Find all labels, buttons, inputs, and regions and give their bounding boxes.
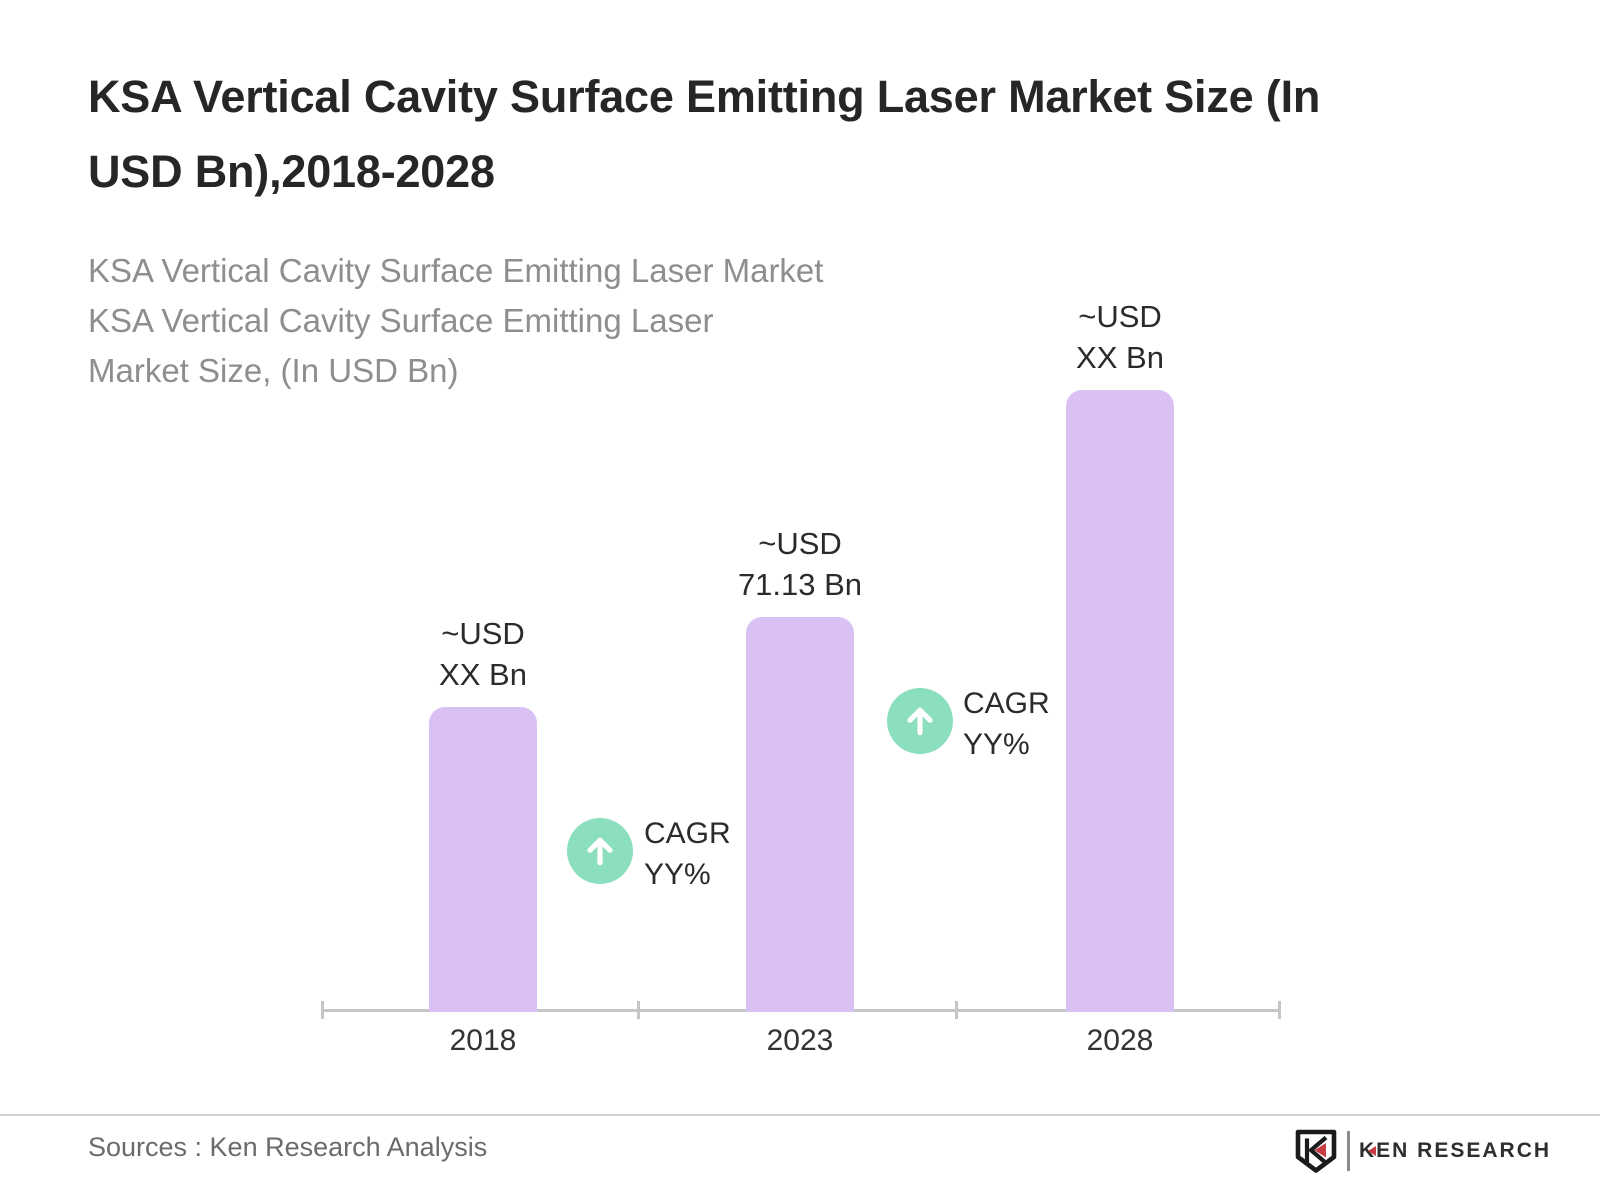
logo-rest-letters: EN RESEARCH (1376, 1139, 1552, 1162)
subtitle-line-2: KSA Vertical Cavity Surface Emitting Las… (88, 302, 714, 340)
title-line-2: USD Bn),2018-2028 (88, 145, 495, 197)
page-title: KSA Vertical Cavity Surface Emitting Las… (88, 60, 1528, 209)
cagr-label: CAGR (644, 817, 731, 850)
logo-red-triangle-icon (1368, 1146, 1377, 1156)
x-axis-tick (637, 1001, 640, 1019)
bar-value-line: XX Bn (1076, 340, 1164, 375)
cagr-annotation-2: CAGR YY% (963, 683, 1050, 765)
logo-divider (1347, 1131, 1350, 1171)
bar-2018 (429, 707, 537, 1012)
cagr-value: YY% (963, 728, 1030, 761)
ken-research-logo: K EN RESEARCH (1293, 1128, 1551, 1174)
subtitle-line-1: KSA Vertical Cavity Surface Emitting Las… (88, 252, 824, 289)
cagr-badge-1 (567, 818, 633, 884)
x-axis-label-2018: 2018 (449, 1024, 517, 1057)
shield-k-logo-icon (1295, 1129, 1337, 1173)
footer-divider (0, 1114, 1600, 1116)
cagr-label: CAGR (963, 687, 1050, 720)
logo-wordmark: K EN RESEARCH (1359, 1139, 1551, 1163)
bar-value-label-2018: ~USD XX Bn (363, 613, 603, 695)
bar-2023 (746, 617, 854, 1012)
x-axis-tick (321, 1001, 324, 1019)
x-axis-tick (1278, 1001, 1281, 1019)
subtitle-line-3: Market Size, (In USD Bn) (88, 352, 459, 390)
x-axis-tick (955, 1001, 958, 1019)
cagr-value: YY% (644, 858, 711, 891)
title-line-1: KSA Vertical Cavity Surface Emitting Las… (88, 71, 1321, 122)
bar-value-label-2028: ~USD XX Bn (1000, 296, 1240, 378)
bar-value-line: ~USD (1078, 299, 1162, 334)
bar-value-line: 71.13 Bn (737, 567, 863, 602)
x-axis-label-2023: 2023 (766, 1024, 834, 1057)
chart-subtitle: KSA Vertical Cavity Surface Emitting Las… (88, 246, 1188, 396)
up-arrow-icon (587, 837, 613, 866)
cagr-badge-2 (887, 688, 953, 754)
x-axis-label-2028: 2028 (1086, 1024, 1154, 1057)
cagr-annotation-1: CAGR YY% (644, 813, 731, 895)
bar-value-line: ~USD (758, 526, 842, 561)
sources-note: Sources : Ken Research Analysis (88, 1132, 488, 1162)
bar-2028 (1066, 390, 1174, 1012)
logo-k-letter: K (1359, 1139, 1377, 1162)
bar-value-line: XX Bn (439, 657, 527, 692)
bar-value-line: ~USD (441, 616, 525, 651)
up-arrow-icon (907, 707, 933, 736)
bar-value-label-2023: ~USD 71.13 Bn (680, 523, 920, 605)
